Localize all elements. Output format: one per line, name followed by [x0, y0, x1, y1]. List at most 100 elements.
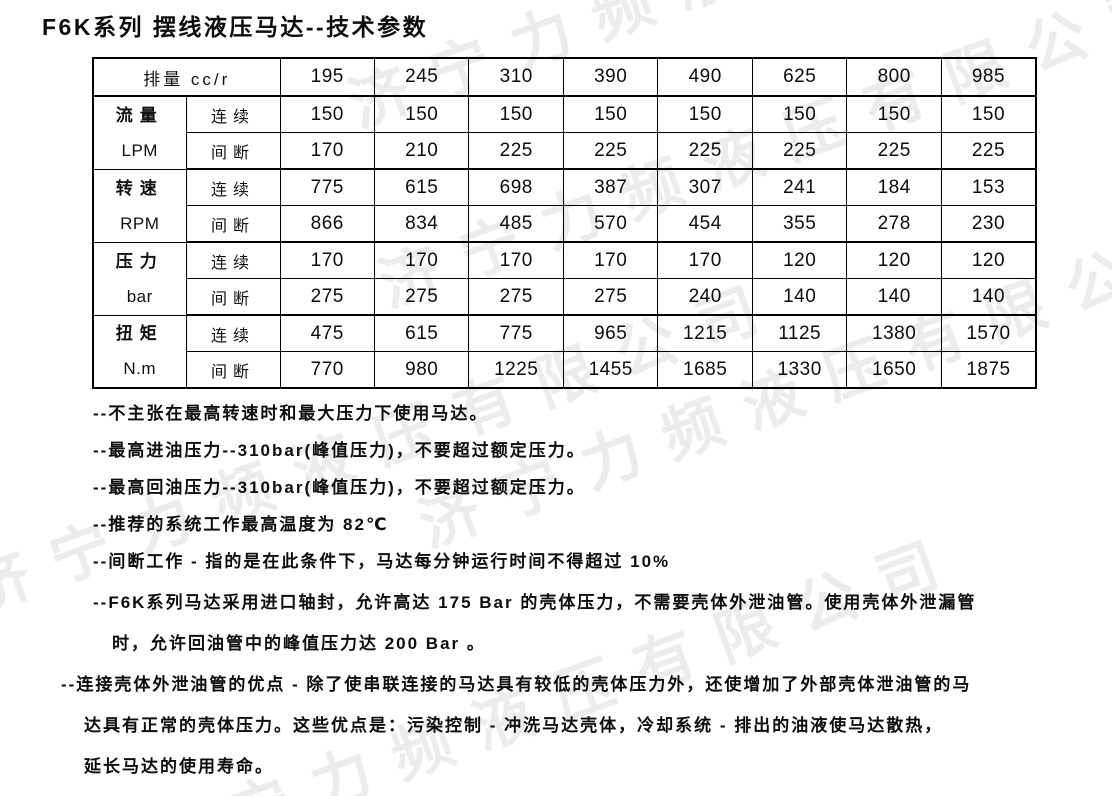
displacement-value: 310: [468, 57, 564, 97]
row-condition-label: 连续: [185, 95, 281, 133]
table-cell-value: 485: [468, 205, 564, 243]
row-group-name: 压力: [115, 251, 164, 271]
table-cell-value: 454: [657, 205, 753, 243]
table-cell-value: 1225: [468, 351, 564, 389]
row-group-label: 转速 RPM: [92, 168, 187, 243]
table-cell-value: 355: [751, 205, 848, 243]
table-cell-value: 1570: [940, 314, 1037, 352]
table-cell-value: 241: [751, 168, 848, 206]
table-cell-value: 275: [279, 278, 376, 316]
table-cell-value: 225: [468, 132, 564, 170]
displacement-header-label: 排量 cc/r: [92, 57, 281, 97]
table-cell-value: 170: [279, 241, 376, 279]
note-line: 时，允许回油管中的峰值压力达 200 Bar 。: [112, 634, 486, 653]
displacement-value: 985: [940, 57, 1037, 97]
table-row: 压力 bar 连续 170 170 170 170 170 120 120 120: [92, 241, 1037, 316]
row-group-unit: bar: [126, 286, 153, 306]
table-cell-value: 170: [657, 241, 753, 279]
displacement-value: 195: [279, 57, 376, 97]
table-cell-value: 150: [279, 95, 376, 133]
note-line: --间断工作 - 指的是在此条件下，马达每分钟运行时间不得超过 10%: [93, 552, 671, 571]
table-cell-value: 278: [846, 205, 942, 243]
table-cell-value: 170: [373, 241, 470, 279]
table-cell-value: 1215: [657, 314, 753, 352]
row-group-label: 扭矩 N.m: [92, 314, 187, 389]
note-line: --F6K系列马达采用进口轴封，允许高达 175 Bar 的壳体压力，不需要壳体…: [93, 593, 977, 612]
table-cell-value: 615: [373, 168, 470, 206]
table-cell-value: 150: [657, 95, 753, 133]
table-cell-value: 170: [279, 132, 376, 170]
displacement-header-row: 排量 cc/r 195 245 310 390 490 625 800 985: [92, 57, 1037, 97]
row-group-unit: LPM: [121, 140, 158, 160]
row-condition-label: 连续: [185, 314, 281, 352]
note-line: --不主张在最高转速时和最大压力下使用马达。: [93, 404, 489, 423]
note-line: --最高回油压力--310bar(峰值压力)，不要超过额定压力。: [93, 478, 586, 497]
table-cell-value: 570: [562, 205, 659, 243]
row-group-name: 流量: [115, 105, 164, 125]
row-condition-label: 间断: [185, 278, 281, 316]
table-cell-value: 225: [940, 132, 1037, 170]
row-condition-label: 间断: [185, 132, 281, 170]
table-row: 间断 275 275 275 275 240 140 140 140: [93, 278, 1037, 316]
table-cell-value: 140: [940, 278, 1037, 316]
table-cell-value: 770: [279, 351, 376, 389]
row-condition-label: 间断: [185, 205, 281, 243]
table-cell-value: 475: [279, 314, 376, 352]
table-cell-value: 866: [279, 205, 376, 243]
table-cell-value: 615: [373, 314, 470, 352]
table-row: 间断 770 980 1225 1455 1685 1330 1650 1875: [93, 351, 1037, 389]
table-row: 间断 866 834 485 570 454 355 278 230: [93, 205, 1037, 243]
table-cell-value: 120: [940, 241, 1037, 279]
table-cell-value: 225: [657, 132, 753, 170]
note-line: --最高进油压力--310bar(峰值压力)，不要超过额定压力。: [93, 441, 586, 460]
table-cell-value: 225: [846, 132, 942, 170]
table-cell-value: 153: [940, 168, 1037, 206]
table-cell-value: 965: [562, 314, 659, 352]
table-cell-value: 1455: [562, 351, 659, 389]
row-group-name: 扭矩: [115, 324, 164, 344]
row-group-name: 转速: [115, 178, 164, 198]
table-cell-value: 1685: [657, 351, 753, 389]
displacement-value: 245: [373, 57, 470, 97]
table-cell-value: 230: [940, 205, 1037, 243]
row-condition-label: 连续: [185, 241, 281, 279]
displacement-value: 490: [657, 57, 753, 97]
table-cell-value: 140: [846, 278, 942, 316]
table-cell-value: 184: [846, 168, 942, 206]
table-cell-value: 225: [751, 132, 848, 170]
table-cell-value: 775: [279, 168, 376, 206]
row-group-label: 压力 bar: [92, 241, 187, 316]
table-cell-value: 387: [562, 168, 659, 206]
table-cell-value: 150: [562, 95, 659, 133]
table-cell-value: 240: [657, 278, 753, 316]
page-title: F6K系列 摆线液压马达--技术参数: [42, 14, 429, 40]
table-cell-value: 150: [846, 95, 942, 133]
note-line: 达具有正常的壳体压力。这些优点是：污染控制 - 冲洗马达壳体，冷却系统 - 排出…: [84, 716, 944, 735]
row-group-unit: N.m: [123, 359, 157, 379]
spec-table: 排量 cc/r 195 245 310 390 490 625 800 985 流量 LPM 连续…: [92, 57, 1037, 389]
row-condition-label: 间断: [185, 351, 281, 389]
note-line: --推荐的系统工作最高温度为 82℃: [93, 515, 389, 534]
notes-section: --不主张在最高转速时和最大压力下使用马达。 --最高进油压力--310bar(峰…: [0, 403, 1112, 778]
table-row: 流量 LPM 连续 150 150 150 150 150 150 150 150: [92, 95, 1037, 170]
table-cell-value: 698: [468, 168, 564, 206]
table-cell-value: 210: [373, 132, 470, 170]
row-group-label: 流量 LPM: [92, 95, 187, 170]
row-group-unit: RPM: [120, 213, 160, 233]
row-condition-label: 连续: [185, 168, 281, 206]
table-cell-value: 834: [373, 205, 470, 243]
table-cell-value: 150: [468, 95, 564, 133]
displacement-value: 625: [751, 57, 848, 97]
table-row: 扭矩 N.m 连续 475 615 775 965 1215 1125 1380 1570: [92, 314, 1037, 389]
table-cell-value: 170: [468, 241, 564, 279]
table-cell-value: 775: [468, 314, 564, 352]
table-cell-value: 1330: [751, 351, 848, 389]
table-cell-value: 275: [562, 278, 659, 316]
table-cell-value: 150: [373, 95, 470, 133]
table-cell-value: 140: [751, 278, 848, 316]
table-cell-value: 120: [846, 241, 942, 279]
table-cell-value: 225: [562, 132, 659, 170]
table-cell-value: 1875: [940, 351, 1037, 389]
table-cell-value: 980: [373, 351, 470, 389]
table-cell-value: 1125: [751, 314, 848, 352]
